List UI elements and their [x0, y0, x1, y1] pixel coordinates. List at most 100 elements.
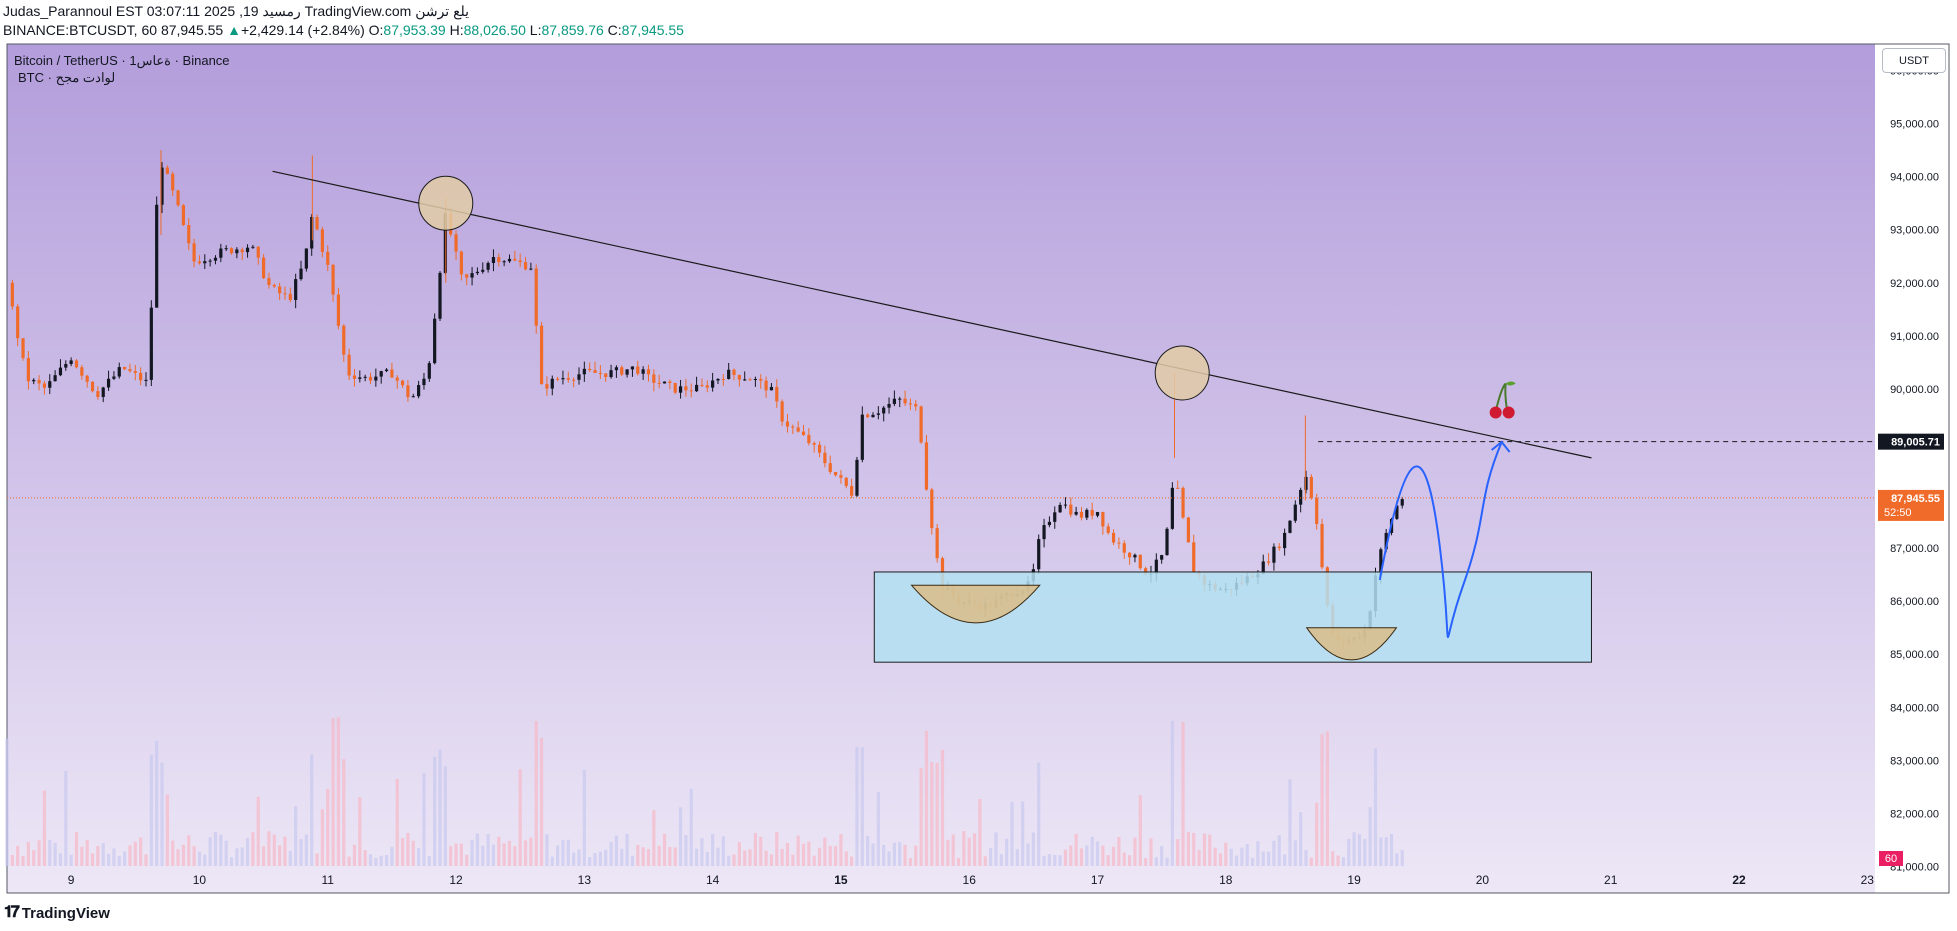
volume-bar [1154, 857, 1158, 866]
volume-bar [486, 834, 490, 866]
candle-body [1379, 549, 1383, 576]
candle-body [208, 260, 212, 262]
volume-bar [860, 747, 864, 866]
volume-bar [796, 835, 800, 866]
candle-body [192, 243, 196, 262]
volume-bar [1021, 801, 1025, 866]
candle-body [96, 391, 100, 397]
volume-bar [96, 845, 100, 866]
candle-body [812, 443, 816, 445]
volume-bar [839, 834, 843, 866]
candle-body [374, 376, 378, 381]
volume-bar [620, 848, 624, 866]
change-value: +2,429.14 (+2.84%) [240, 22, 365, 38]
volume-bar [1047, 854, 1052, 866]
candle-body [1186, 517, 1190, 543]
candle-body [577, 374, 581, 380]
volume-bar [1149, 838, 1153, 866]
cherry-leaf [1505, 381, 1516, 386]
volume-bar [304, 834, 308, 866]
cherry-fruit [1489, 406, 1502, 419]
candle-body [604, 373, 608, 378]
volume-bar [48, 839, 52, 866]
volume-bar [1192, 832, 1196, 866]
volume-bar [1272, 840, 1276, 866]
volume-bar [1144, 857, 1148, 866]
candle-body [1309, 476, 1313, 499]
volume-bar [251, 832, 255, 866]
volume-bar [673, 847, 677, 866]
volume-bar [604, 849, 608, 866]
candle-body [181, 205, 186, 226]
candle-body [123, 367, 127, 370]
candle-body [21, 338, 25, 359]
volume-bar [379, 855, 383, 866]
volume-bar [1395, 853, 1399, 866]
header-line-1: Judas_Parannoul EST 03:07:11 2025 ,19 رم… [3, 3, 470, 19]
tradingview-footer[interactable]: 𝟏𝟕 TradingView [4, 904, 110, 922]
volume-bar [1384, 837, 1388, 866]
volume-bar [652, 810, 656, 866]
candle-body [727, 369, 731, 379]
volume-bar [502, 843, 506, 866]
volume-bar [598, 851, 602, 866]
volume-bar [475, 833, 480, 866]
volume-bar [331, 718, 335, 866]
volume-bar [395, 778, 399, 866]
cup-pattern-1 [910, 584, 1041, 624]
symbol-label[interactable]: BINANCE:BTCUSDT, 60 [3, 22, 158, 38]
candle-body [1144, 568, 1148, 575]
candle-body [930, 489, 934, 529]
volume-bar [133, 841, 137, 866]
candle-body [475, 271, 480, 274]
candle-body [769, 386, 774, 391]
volume-bar [288, 850, 292, 866]
volume-bar [513, 846, 517, 866]
candle-body [85, 375, 89, 382]
y-tick-label: 92,000.00 [1890, 278, 1939, 290]
chart-legend-volume[interactable]: BTC · لوادت مجح [18, 70, 116, 85]
candle-body [171, 173, 175, 191]
volume-bar [1015, 849, 1019, 866]
candle-body [491, 257, 496, 263]
volume-bar [1031, 832, 1035, 866]
currency-button[interactable]: USDT [1882, 48, 1946, 73]
candle-body [572, 379, 576, 381]
x-tick-label: 22 [1732, 873, 1746, 887]
candle-body [1111, 532, 1116, 543]
candle-body [566, 378, 570, 380]
candle-body [342, 325, 346, 355]
marked-level-label: 89,005.71 [1891, 437, 1940, 449]
candle-body [1176, 487, 1180, 489]
volume-bar [1331, 851, 1335, 866]
volume-bar [812, 855, 816, 866]
volume-bar [320, 809, 324, 866]
candle-body [304, 248, 308, 269]
volume-bar [582, 769, 586, 866]
candle-body [833, 471, 838, 476]
volume-bar [1053, 854, 1057, 866]
volume-bar [523, 840, 528, 866]
volume-bar [171, 840, 175, 866]
volume-bar [470, 840, 474, 866]
volume-bar [5, 738, 9, 866]
volume-bar [1127, 855, 1132, 866]
volume-bar [192, 846, 196, 866]
candle-body [112, 376, 116, 379]
candle-body [539, 325, 544, 385]
chart-legend-symbol[interactable]: Bitcoin / TetherUS · 1ةعاس · Binance [14, 53, 230, 68]
volume-bar [144, 854, 148, 866]
open-label: O: [368, 22, 384, 38]
candle-body [69, 360, 73, 364]
low-label: L: [529, 22, 542, 38]
volume-bar [908, 857, 913, 866]
candle-body [652, 374, 656, 383]
volume-bar [817, 847, 822, 866]
candle-body [550, 378, 554, 389]
volume-bar [711, 834, 715, 866]
volume-bar [390, 846, 394, 866]
candle-body [684, 386, 688, 391]
volume-bar [411, 840, 415, 866]
candle-body [411, 396, 415, 398]
